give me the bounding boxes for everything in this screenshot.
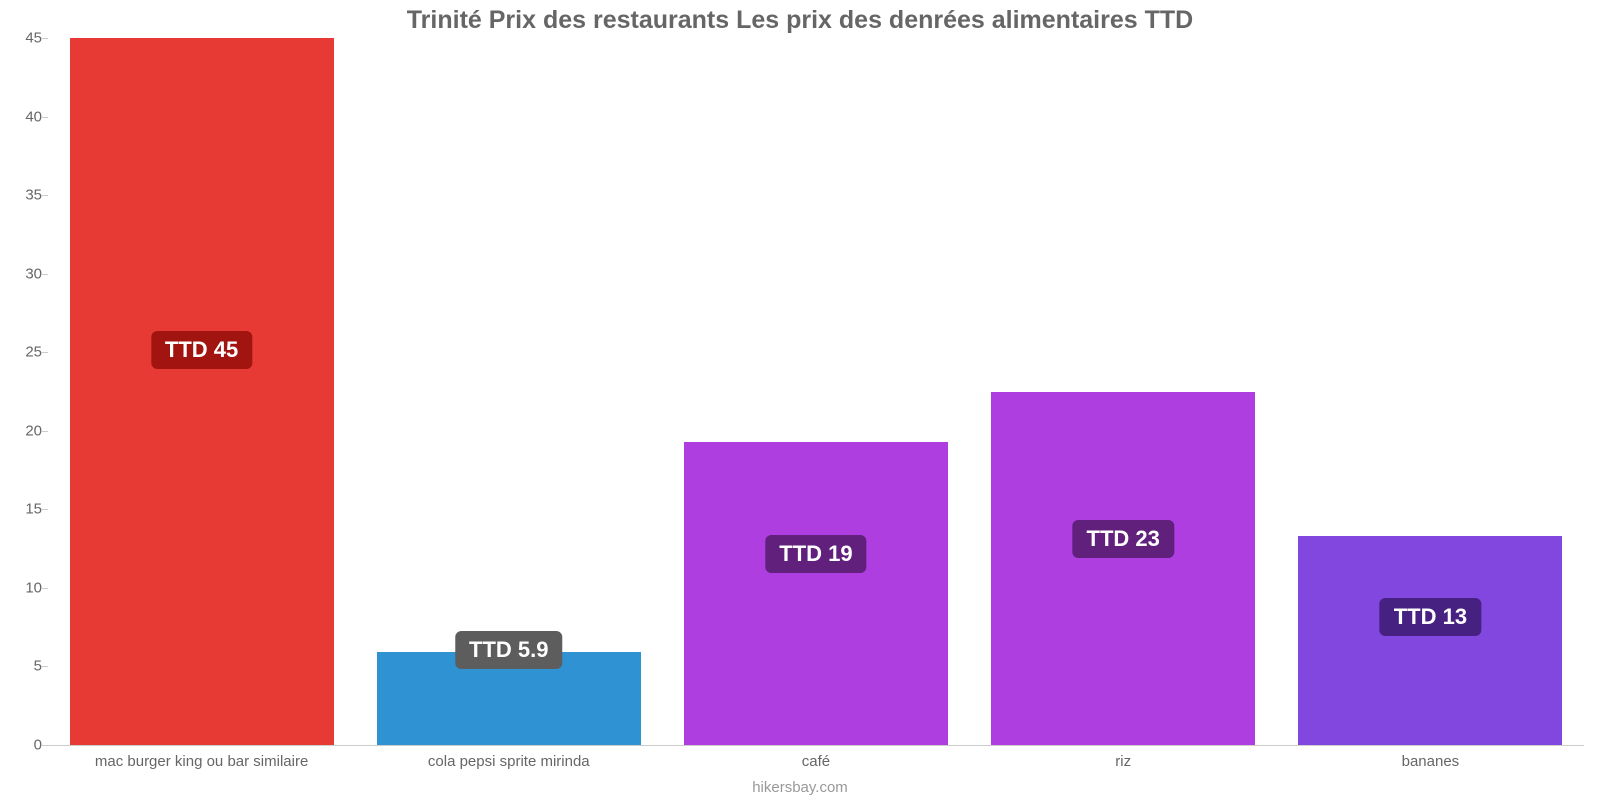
y-tick-mark [42,195,48,196]
y-tick-label: 30 [6,265,42,282]
value-badge: TTD 45 [151,331,252,369]
value-badge: TTD 5.9 [455,631,562,669]
y-tick-label: 45 [6,30,42,47]
y-tick-mark [42,666,48,667]
bar [70,38,334,745]
y-tick-label: 15 [6,501,42,518]
chart-title: Trinité Prix des restaurants Les prix de… [0,6,1600,35]
bar [684,442,948,745]
y-tick-label: 35 [6,187,42,204]
y-tick-label: 20 [6,422,42,439]
bar-slot: cola pepsi sprite mirindaTTD 5.9 [355,38,662,745]
bars-container: mac burger king ou bar similaireTTD 45co… [48,38,1584,745]
bar-slot: bananesTTD 13 [1277,38,1584,745]
y-tick-label: 40 [6,108,42,125]
plot-area: mac burger king ou bar similaireTTD 45co… [48,38,1584,746]
attribution: hikersbay.com [0,779,1600,796]
y-tick-label: 5 [6,658,42,675]
y-tick-mark [42,38,48,39]
y-tick-label: 25 [6,344,42,361]
y-tick-mark [42,509,48,510]
y-tick-label: 0 [6,737,42,754]
value-badge: TTD 23 [1073,520,1174,558]
y-tick-mark [42,431,48,432]
bar-slot: mac burger king ou bar similaireTTD 45 [48,38,355,745]
bar [991,392,1255,746]
value-badge: TTD 19 [765,535,866,573]
y-tick-mark [42,588,48,589]
bar-slot: caféTTD 19 [662,38,969,745]
y-tick-label: 10 [6,579,42,596]
price-bar-chart: Trinité Prix des restaurants Les prix de… [0,0,1600,800]
bar [1298,536,1562,745]
y-tick-mark [42,117,48,118]
x-axis-label: bananes [1215,753,1600,770]
bar-slot: rizTTD 23 [970,38,1277,745]
y-tick-mark [42,274,48,275]
y-tick-mark [42,352,48,353]
y-tick-mark [42,745,48,746]
value-badge: TTD 13 [1380,598,1481,636]
